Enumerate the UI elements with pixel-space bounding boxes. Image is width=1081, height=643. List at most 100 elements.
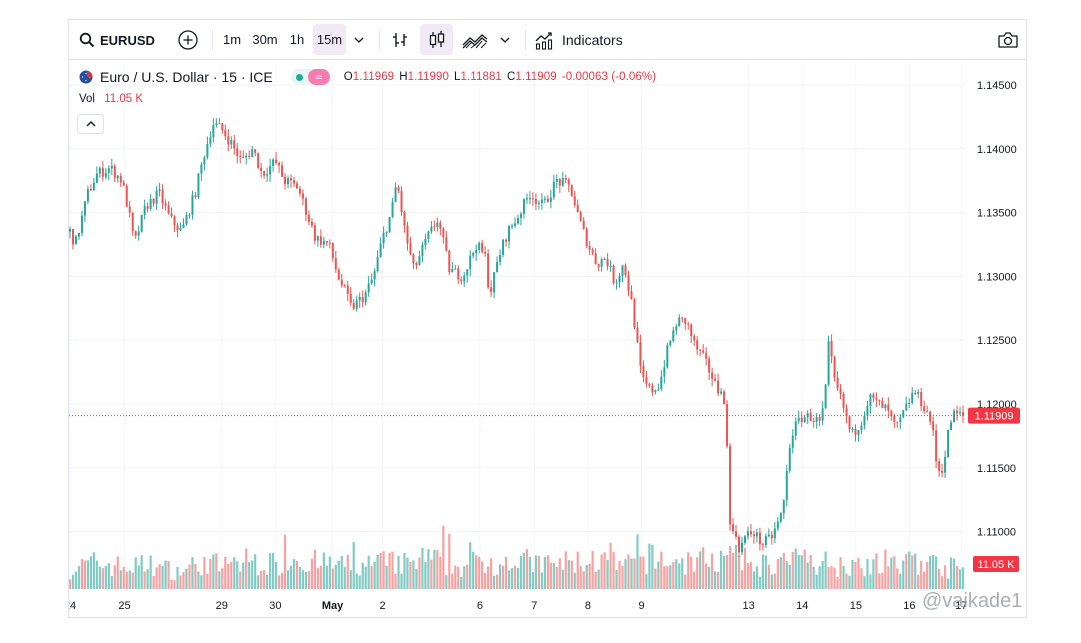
- volume-bar: [833, 567, 836, 589]
- candle-down: [460, 279, 463, 282]
- candle-down: [570, 184, 573, 197]
- candle-down: [534, 198, 537, 204]
- candle-down: [872, 394, 875, 399]
- candle-up: [137, 231, 140, 236]
- chart-type-dropdown-button[interactable]: [496, 24, 514, 55]
- volume-bar: [382, 551, 385, 589]
- candle-up: [287, 178, 290, 185]
- candle-down: [173, 216, 176, 226]
- candle-up: [95, 173, 98, 183]
- candle-up: [107, 168, 110, 173]
- volume-bar: [280, 572, 284, 589]
- candle-up: [191, 195, 194, 215]
- candle-up: [794, 421, 797, 436]
- candle-up: [618, 275, 621, 283]
- candle-up: [764, 536, 767, 546]
- volume-bar: [660, 551, 663, 589]
- volume-bar: [107, 563, 110, 589]
- volume-bar: [758, 576, 762, 589]
- volume-bar: [764, 555, 767, 589]
- intervals-dropdown-button[interactable]: [350, 24, 368, 55]
- symbol-search-button[interactable]: EURUSD: [79, 20, 157, 60]
- candle-up: [863, 415, 866, 426]
- volume-bar: [540, 572, 543, 589]
- volume-bar: [854, 561, 857, 589]
- indicators-button[interactable]: Indicators: [534, 24, 630, 55]
- volume-bar: [851, 559, 854, 589]
- collapse-legend-button[interactable]: [77, 114, 104, 134]
- bar-style-button[interactable]: [388, 24, 412, 55]
- volume-bar: [176, 566, 179, 589]
- candle-up: [824, 384, 827, 409]
- candle-up: [245, 155, 248, 158]
- volume-label: Vol: [79, 93, 95, 105]
- candle-up: [866, 406, 869, 416]
- volume-bar: [391, 551, 394, 589]
- chart-type-button[interactable]: [460, 24, 490, 55]
- candle-down: [242, 156, 245, 158]
- volume-bar: [911, 555, 914, 589]
- volume-bar: [430, 559, 433, 589]
- volume-bar: [513, 565, 517, 589]
- candle-down: [929, 411, 932, 422]
- ohlc-value: 1.11969: [352, 71, 395, 83]
- price-chart[interactable]: 1.145001.140001.135001.130001.125001.120…: [69, 20, 1026, 617]
- volume-bar: [699, 551, 702, 589]
- candle-down: [239, 156, 242, 158]
- volume-bar: [711, 553, 714, 589]
- toolbar-separator: [379, 30, 380, 50]
- volume-bar: [289, 565, 293, 589]
- volume-bar: [573, 572, 576, 589]
- candle-up: [364, 292, 367, 303]
- volume-bar: [498, 564, 502, 589]
- market-status-badge[interactable]: ≈: [290, 69, 330, 85]
- volume-bar: [74, 571, 78, 589]
- candle-down: [818, 417, 821, 421]
- volume-bar: [245, 548, 248, 589]
- interval-1h-button[interactable]: 1h: [286, 24, 308, 55]
- interval-30m-button[interactable]: 30m: [249, 24, 281, 55]
- candle-up: [508, 225, 511, 242]
- add-symbol-icon: [178, 30, 198, 50]
- candle-up: [540, 199, 543, 203]
- candle-down: [89, 189, 92, 191]
- add-symbol-button[interactable]: [175, 20, 201, 60]
- volume-bar: [932, 554, 935, 589]
- candle-up: [269, 166, 272, 175]
- volume-bar: [630, 558, 633, 589]
- volume-bar: [77, 566, 81, 589]
- volume-bar: [286, 570, 290, 589]
- volume-bar: [663, 566, 666, 589]
- interval-15m-button[interactable]: 15m: [313, 24, 346, 55]
- candle-up: [815, 417, 818, 422]
- candle-down: [403, 211, 406, 226]
- candle-up: [496, 261, 499, 273]
- volume-bar: [648, 543, 651, 589]
- candle-down: [328, 242, 331, 244]
- last-price-label: 1.11909: [975, 411, 1014, 423]
- volume-bar: [307, 571, 311, 589]
- candle-down: [319, 236, 322, 245]
- camera-icon: [998, 31, 1018, 48]
- candle-up: [478, 242, 481, 250]
- indicators-label: Indicators: [562, 31, 623, 48]
- volume-bar: [633, 558, 636, 589]
- candles-button[interactable]: [420, 24, 453, 55]
- volume-bar: [394, 573, 397, 589]
- volume-bar: [543, 556, 546, 589]
- candle-down: [890, 410, 893, 416]
- volume-bar: [337, 560, 340, 589]
- candle-up: [654, 390, 657, 393]
- volume-bar: [570, 560, 573, 589]
- candle-up: [110, 166, 113, 169]
- volume-bar: [352, 542, 355, 589]
- ohlc-key: C: [506, 71, 516, 83]
- interval-1m-button[interactable]: 1m: [220, 24, 244, 55]
- x-tick-label: May: [322, 600, 344, 612]
- candle-up: [522, 199, 525, 214]
- screenshot-button[interactable]: [994, 24, 1022, 55]
- x-tick-label: 30: [269, 600, 281, 612]
- candle-up: [367, 283, 370, 293]
- flag-icon: [79, 70, 93, 84]
- volume-bar: [248, 562, 251, 589]
